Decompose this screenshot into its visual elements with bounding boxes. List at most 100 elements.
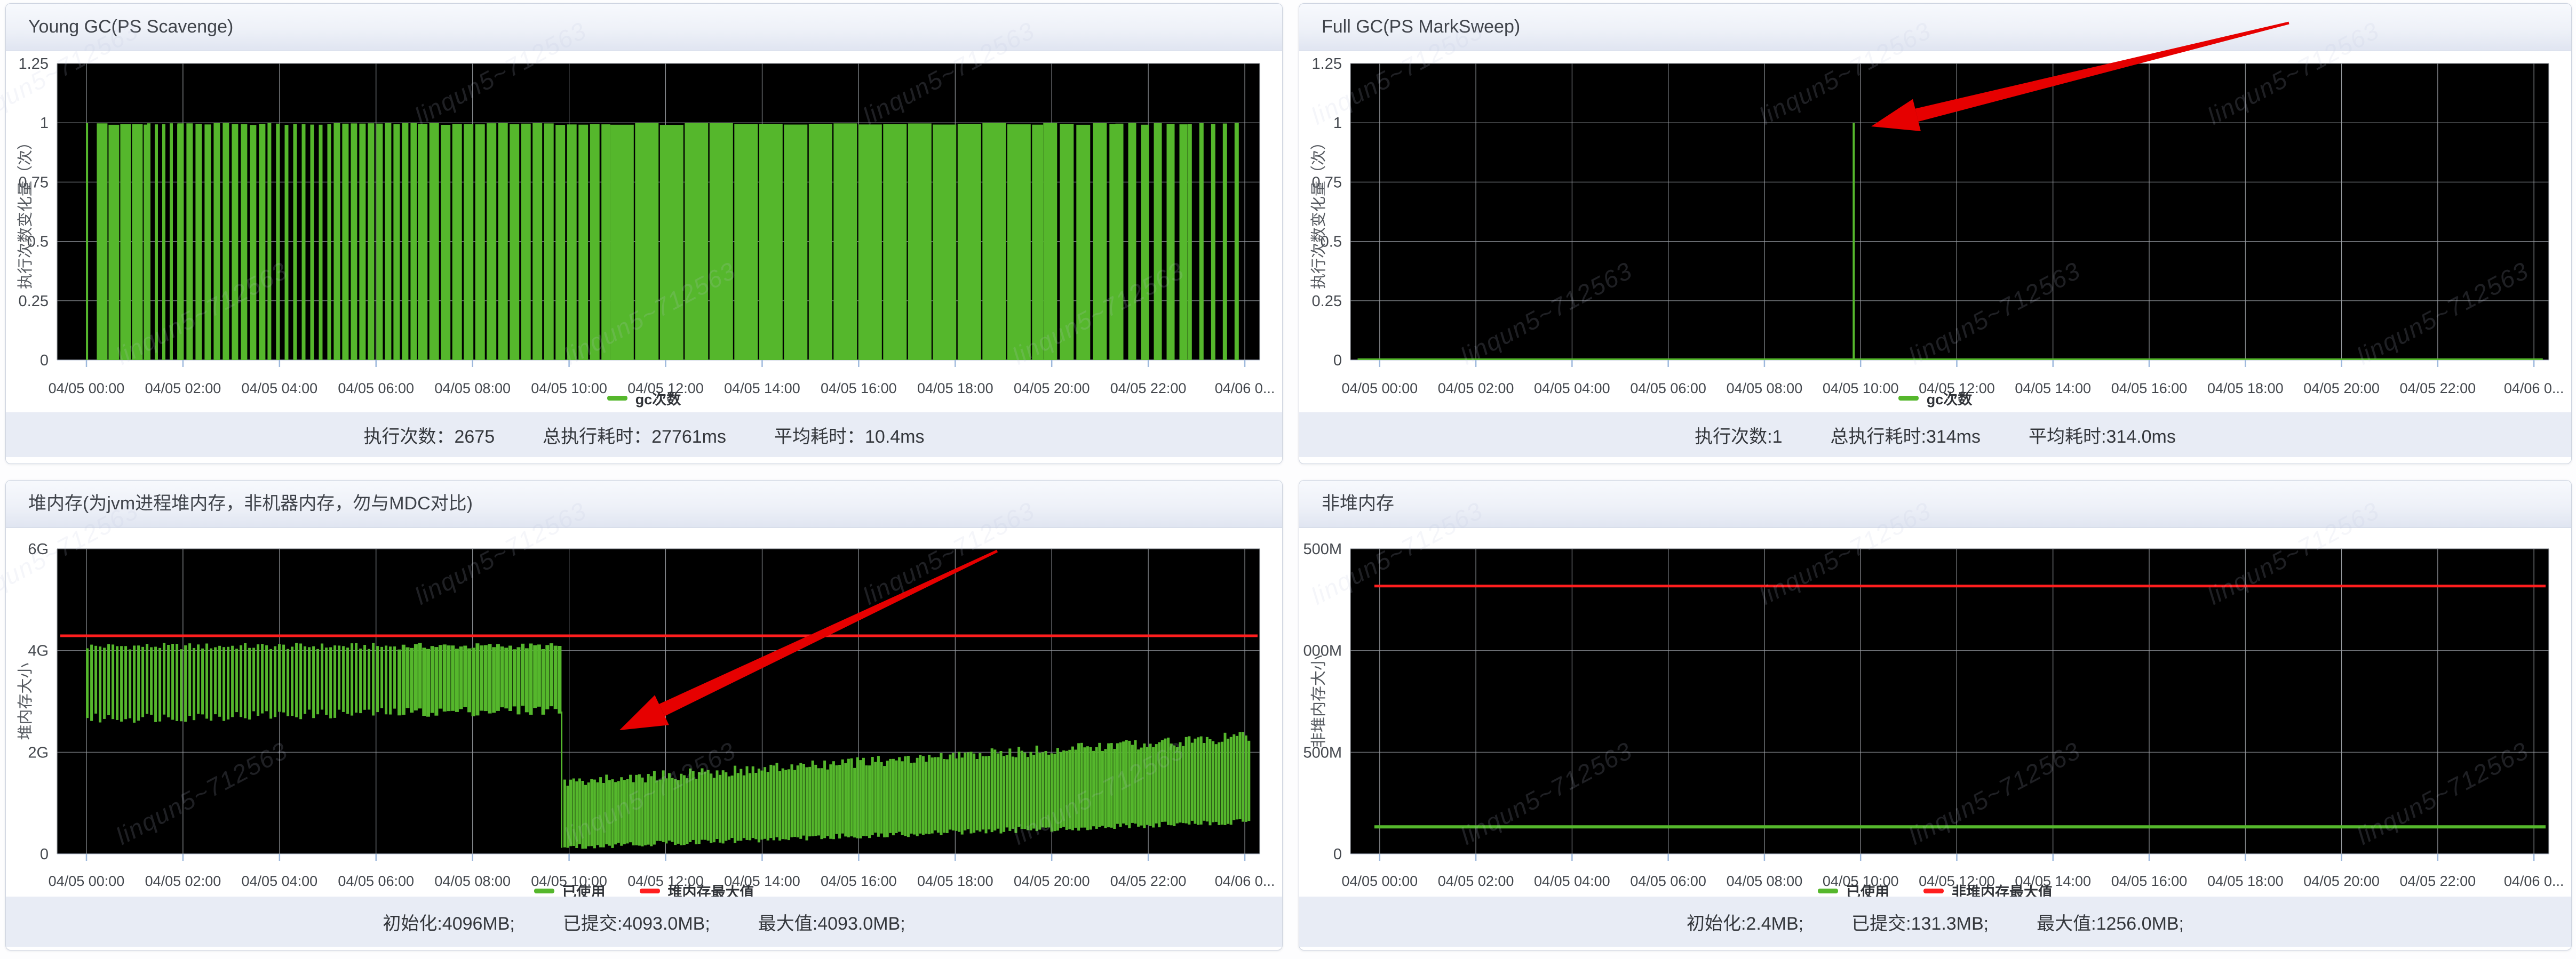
plot-area	[1350, 63, 2549, 360]
x-tick-label: 04/05 22:00	[2400, 380, 2476, 396]
full-gc-spike	[1853, 123, 1855, 360]
x-tick-label: 04/05 16:00	[2111, 873, 2188, 889]
full-gc-chart-canvas[interactable]: 04/05 00:00 04/05 02:00 04/05 04:00 04/05 0…	[1299, 4, 2571, 463]
card-title: Full GC(PS MarkSweep)	[1322, 17, 1521, 37]
x-tick-label: 04/05 02:00	[145, 873, 221, 889]
chart-legend: gc次数	[6, 389, 1282, 407]
chart-legend: gc次数	[1299, 389, 2571, 407]
y-tick-label: 0.75	[19, 174, 49, 191]
legend-item-gc-count[interactable]: gc次数	[607, 388, 681, 409]
legend-label: gc次数	[635, 391, 681, 407]
y-tick-label: 0.75	[1312, 174, 1342, 191]
stat-total-time: 总执行耗时:314ms	[1830, 426, 1981, 447]
stats-bar: 执行次数:1 总执行耗时:314ms 平均耗时:314.0ms	[1299, 412, 2571, 457]
x-tick-label: 04/05 14:00	[724, 380, 800, 396]
x-tick-label: 04/05 20:00	[2303, 380, 2380, 396]
x-tick-label: 04/05 22:00	[1110, 380, 1187, 396]
x-tick-label: 04/05 22:00	[1110, 873, 1187, 889]
y-tick-label: 0.5	[27, 234, 49, 251]
legend-label: gc次数	[1926, 391, 1973, 407]
card-non-heap-memory: 04/05 00:00 04/05 02:00 04/05 04:00 04/05 0…	[1299, 480, 2572, 950]
x-tick-label: 04/05 06:00	[338, 873, 414, 889]
heap-memory-chart-canvas[interactable]: 04/05 00:00 04/05 02:00 04/05 04:00 04/05 0…	[6, 481, 1282, 950]
legend-item-gc-count[interactable]: gc次数	[1898, 388, 1973, 409]
x-tick-label: 04/05 00:00	[49, 380, 125, 396]
x-tick-label: 04/05 10:00	[531, 380, 607, 396]
x-tick-label: 04/05 06:00	[1630, 873, 1706, 889]
y-tick-label: 1 000M	[1299, 643, 1342, 660]
stat-initialized: 初始化:4096MB;	[383, 913, 515, 934]
x-tick-label: 04/05 00:00	[1341, 380, 1418, 396]
legend-swatch	[607, 395, 627, 401]
x-tick-label: 04/05 02:00	[1438, 873, 1514, 889]
legend-swatch	[639, 888, 660, 893]
stat-max: 最大值:1256.0MB;	[2037, 913, 2184, 934]
plot-area	[1350, 549, 2549, 854]
y-tick-label: 1	[1333, 115, 1342, 132]
stat-committed: 已提交:131.3MB;	[1851, 913, 1989, 934]
stats-bar: 初始化:2.4MB; 已提交:131.3MB; 最大值:1256.0MB;	[1299, 897, 2571, 947]
legend-swatch	[1818, 888, 1838, 893]
stat-exec-count: 执行次数：2675	[363, 426, 495, 447]
stat-exec-count: 执行次数:1	[1695, 426, 1783, 447]
x-tick-label: 04/05 08:00	[1727, 873, 1803, 889]
stat-max: 最大值:4093.0MB;	[758, 913, 905, 934]
card-title: Young GC(PS Scavenge)	[28, 17, 234, 37]
x-tick-label: 04/05 18:00	[2207, 380, 2284, 396]
x-tick-label: 04/05 14:00	[2015, 873, 2091, 889]
x-tick-label: 04/05 06:00	[1630, 380, 1706, 396]
stat-total-time: 总执行耗时：27761ms	[543, 426, 726, 447]
card-title: 堆内存(为jvm进程堆内存，非机器内存，勿与MDC对比)	[28, 493, 473, 514]
x-tick-label: 04/05 00:00	[1341, 873, 1418, 889]
x-tick-label: 04/05 04:00	[242, 380, 318, 396]
card-heap-memory: 04/05 00:00 04/05 02:00 04/05 04:00 04/05 0…	[5, 480, 1283, 950]
x-tick-label: 04/05 02:00	[1438, 380, 1514, 396]
x-tick-label: 04/05 04:00	[1534, 380, 1610, 396]
y-tick-label: 1	[40, 115, 49, 132]
y-tick-label: 0	[1333, 352, 1342, 369]
stats-bar: 初始化:4096MB; 已提交:4093.0MB; 最大值:4093.0MB;	[6, 897, 1282, 947]
y-tick-label: 0	[40, 352, 49, 369]
legend-swatch	[534, 888, 554, 893]
card-header: Full GC(PS MarkSweep)	[1299, 4, 2571, 51]
stat-initialized: 初始化:2.4MB;	[1686, 913, 1804, 934]
x-tick-label: 04/05 10:00	[1823, 873, 1899, 889]
stat-avg-time: 平均耗时：10.4ms	[774, 426, 925, 447]
y-tick-label: 2G	[28, 744, 49, 761]
stats-bar: 执行次数：2675 总执行耗时：27761ms 平均耗时：10.4ms	[6, 412, 1282, 457]
x-tick-label: 04/05 20:00	[1014, 380, 1090, 396]
x-tick-label: 04/05 16:00	[821, 873, 897, 889]
legend-swatch	[1898, 395, 1919, 401]
y-tick-label: 4G	[28, 643, 49, 660]
y-axis-title: 非堆内存大小	[1310, 654, 1327, 748]
x-tick-label: 04/05 20:00	[2303, 873, 2380, 889]
y-axis-title: 执行次数变化量（次）	[1310, 134, 1327, 290]
x-tick-label: 04/06 0...	[1215, 380, 1275, 396]
non-heap-memory-chart-canvas[interactable]: 04/05 00:00 04/05 02:00 04/05 04:00 04/05 0…	[1299, 481, 2571, 950]
y-tick-label: 0	[40, 846, 49, 863]
y-tick-label: 0.25	[1312, 293, 1342, 310]
x-tick-label: 04/06 0...	[2504, 380, 2564, 396]
x-tick-label: 04/05 16:00	[2111, 380, 2188, 396]
x-tick-label: 04/05 08:00	[1727, 380, 1803, 396]
x-tick-label: 04/06 0...	[1215, 873, 1275, 889]
x-tick-label: 04/05 18:00	[2207, 873, 2284, 889]
y-axis-title: 堆内存大小	[17, 662, 34, 740]
x-tick-label: 04/05 12:00	[1919, 380, 1995, 396]
stat-avg-time: 平均耗时:314.0ms	[2029, 426, 2176, 447]
y-tick-label: 0.25	[19, 293, 49, 310]
y-tick-label: 6G	[28, 541, 49, 558]
x-tick-label: 04/05 08:00	[434, 380, 511, 396]
card-header: Young GC(PS Scavenge)	[6, 4, 1282, 51]
x-tick-label: 04/05 02:00	[145, 380, 221, 396]
y-tick-label: 0.5	[1321, 234, 1342, 251]
card-header: 堆内存(为jvm进程堆内存，非机器内存，勿与MDC对比)	[6, 481, 1282, 528]
y-axis-title: 执行次数变化量（次）	[17, 134, 34, 290]
young-gc-chart-canvas[interactable]: 04/05 00:00 04/05 02:00 04/05 04:00 04/05 0…	[6, 4, 1282, 463]
x-tick-label: 04/05 22:00	[2400, 873, 2476, 889]
x-tick-label: 04/05 08:00	[434, 873, 511, 889]
card-full-gc: 04/05 00:00 04/05 02:00 04/05 04:00 04/05 0…	[1299, 3, 2572, 464]
x-tick-label: 04/05 18:00	[917, 380, 993, 396]
stat-committed: 已提交:4093.0MB;	[562, 913, 710, 934]
x-tick-label: 04/05 10:00	[531, 873, 607, 889]
